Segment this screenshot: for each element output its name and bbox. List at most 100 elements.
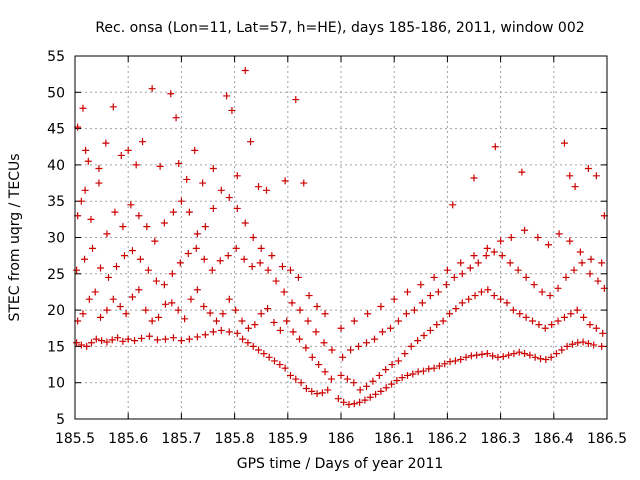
data-point — [255, 183, 263, 191]
data-point — [278, 263, 286, 271]
data-point — [109, 103, 117, 111]
data-point — [378, 328, 386, 336]
data-point — [201, 223, 209, 231]
data-point — [176, 259, 184, 267]
data-point — [345, 400, 353, 408]
data-point — [257, 244, 265, 252]
data-point — [119, 223, 127, 231]
data-point — [592, 172, 600, 180]
data-point — [477, 288, 485, 296]
data-point — [558, 346, 566, 354]
data-point — [350, 317, 358, 325]
data-point — [470, 174, 478, 182]
data-point — [592, 324, 600, 332]
data-point — [79, 310, 87, 318]
x-tick-label: 186.4 — [534, 431, 574, 447]
data-point — [241, 219, 249, 227]
data-point — [457, 259, 465, 267]
data-point — [122, 310, 130, 318]
data-point — [135, 212, 143, 220]
data-point — [474, 259, 482, 267]
data-point — [407, 342, 415, 350]
data-point — [95, 165, 103, 173]
data-point — [209, 204, 217, 212]
data-point — [117, 151, 125, 159]
data-point — [208, 266, 216, 274]
data-point — [128, 247, 136, 255]
data-point — [554, 317, 562, 325]
data-point — [119, 337, 127, 345]
data-point — [441, 360, 449, 368]
data-point — [296, 335, 304, 343]
data-point — [446, 310, 454, 318]
data-point — [209, 165, 217, 173]
data-point — [102, 139, 110, 147]
data-point — [292, 375, 300, 383]
data-point — [308, 353, 316, 361]
data-point — [394, 357, 402, 365]
data-point — [418, 299, 426, 307]
data-point — [160, 219, 168, 227]
data-point — [148, 85, 156, 93]
data-point — [89, 244, 97, 252]
data-point — [337, 324, 345, 332]
data-point — [350, 379, 358, 387]
data-point — [598, 342, 606, 350]
data-point — [382, 366, 390, 374]
data-point — [308, 387, 316, 395]
data-point — [124, 335, 132, 343]
data-point — [292, 96, 300, 104]
data-point — [522, 313, 530, 321]
data-point — [192, 244, 200, 252]
data-point — [82, 146, 90, 154]
data-point — [160, 281, 168, 289]
data-point — [148, 317, 156, 325]
data-point — [187, 295, 195, 303]
data-point — [490, 248, 498, 256]
data-point — [514, 266, 522, 274]
data-point — [426, 326, 434, 334]
data-point — [124, 146, 132, 154]
data-point — [175, 159, 183, 167]
data-point — [560, 313, 568, 321]
data-point — [128, 293, 136, 301]
y-tick-label: 10 — [47, 376, 65, 392]
data-point — [294, 273, 302, 281]
grid-lines — [75, 56, 607, 419]
data-point — [470, 252, 478, 260]
data-point — [97, 264, 105, 272]
data-point — [286, 371, 294, 379]
data-point — [103, 230, 111, 238]
data-point — [417, 281, 425, 289]
data-point — [522, 273, 530, 281]
data-point — [244, 324, 252, 332]
data-point — [111, 208, 119, 216]
y-tick-label: 45 — [47, 122, 65, 138]
data-point — [562, 273, 570, 281]
x-tick-label: 185.9 — [268, 431, 308, 447]
data-point — [209, 328, 217, 336]
data-point — [81, 186, 89, 194]
data-point — [377, 387, 385, 395]
y-tick-label: 15 — [47, 339, 65, 355]
data-point — [404, 288, 411, 296]
data-point — [264, 266, 272, 274]
data-point — [191, 146, 199, 154]
data-point — [233, 329, 241, 337]
data-point — [570, 266, 578, 274]
data-point — [409, 370, 417, 378]
data-point — [491, 143, 499, 151]
data-point — [139, 138, 147, 146]
data-point — [206, 309, 214, 317]
data-point — [497, 237, 505, 245]
data-point — [534, 234, 542, 241]
data-point — [363, 382, 371, 390]
data-point — [568, 340, 576, 348]
data-point — [238, 317, 246, 325]
data-point — [228, 106, 236, 114]
data-point — [156, 162, 164, 170]
data-point — [394, 317, 402, 325]
data-point — [132, 161, 140, 169]
data-point — [91, 288, 99, 296]
data-point — [546, 292, 554, 300]
